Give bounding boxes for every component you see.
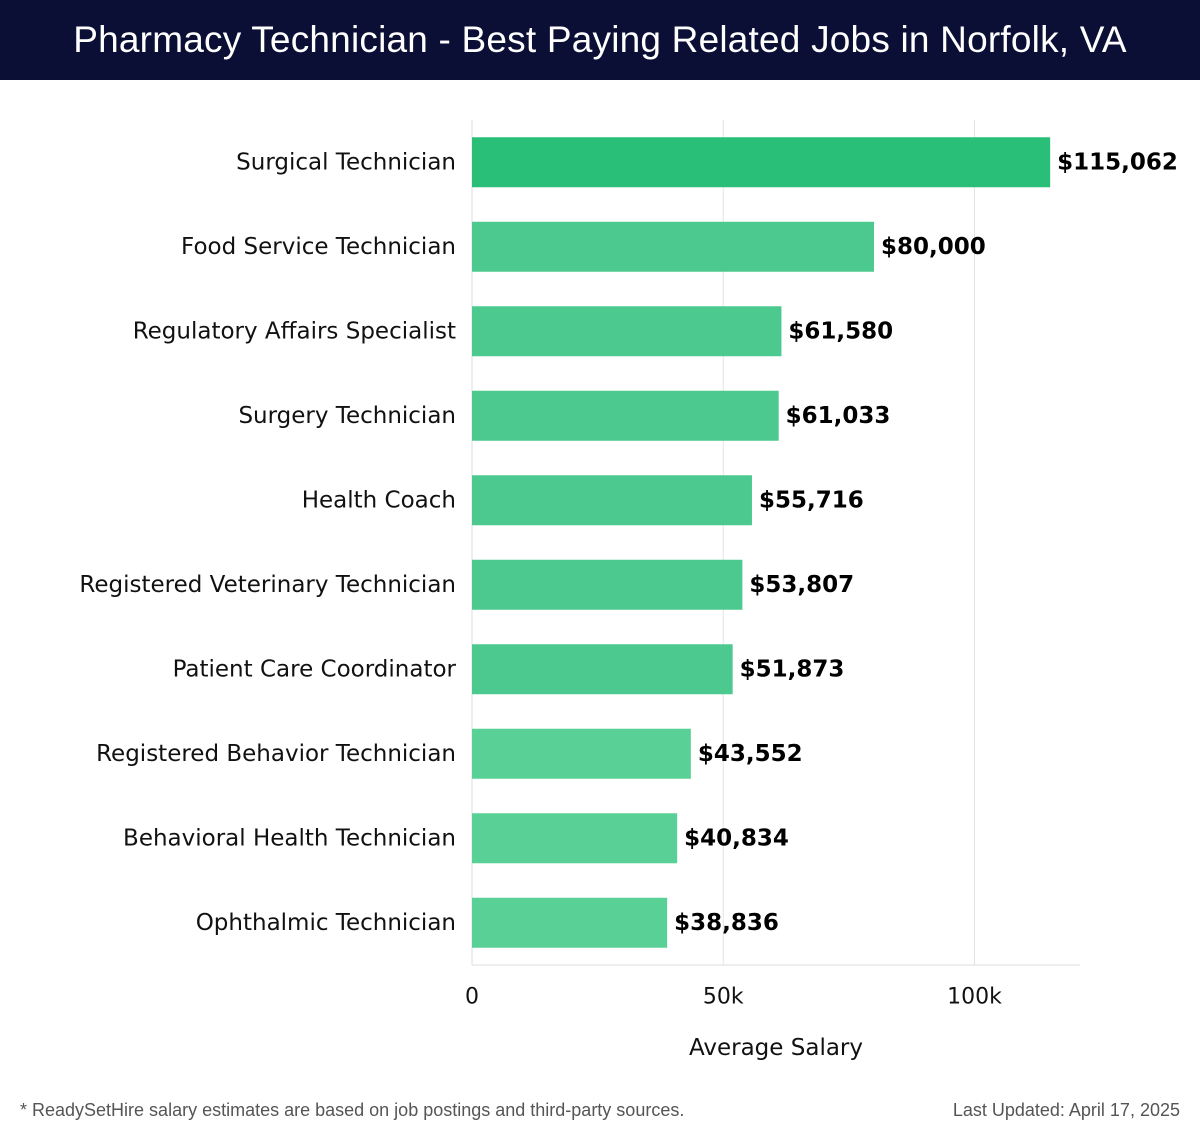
value-label: $40,834	[684, 825, 789, 851]
bar-chart: Surgical Technician $115,062 Food Service …	[79, 120, 1178, 1061]
chart-title: Pharmacy Technician - Best Paying Relate…	[73, 19, 1127, 60]
bar	[472, 390, 779, 441]
category-label: Registered Veterinary Technician	[79, 572, 456, 598]
bar	[472, 306, 782, 357]
category-label: Registered Behavior Technician	[96, 741, 456, 767]
chart-header: Pharmacy Technician - Best Paying Relate…	[0, 0, 1200, 80]
x-axis-title: Average Salary	[689, 1035, 863, 1061]
category-label: Food Service Technician	[181, 234, 456, 260]
category-label: Surgery Technician	[238, 403, 456, 429]
last-updated: Last Updated: April 17, 2025	[952, 1100, 1180, 1120]
bar	[472, 728, 691, 779]
bar	[472, 137, 1051, 188]
value-label: $80,000	[881, 234, 986, 260]
bar	[472, 475, 752, 526]
category-label: Ophthalmic Technician	[196, 910, 456, 936]
value-label: $55,716	[759, 487, 864, 513]
bar	[472, 559, 743, 610]
x-tick-label: 100k	[947, 985, 1002, 1010]
category-label: Health Coach	[302, 487, 456, 513]
category-label: Behavioral Health Technician	[123, 825, 456, 851]
category-label: Patient Care Coordinator	[173, 656, 457, 682]
category-label: Surgical Technician	[236, 149, 456, 175]
value-label: $43,552	[698, 741, 803, 767]
value-label: $51,873	[740, 656, 845, 682]
value-label: $38,836	[674, 910, 779, 936]
value-label: $61,033	[786, 403, 891, 429]
bar	[472, 897, 668, 948]
x-tick-label: 50k	[703, 985, 744, 1010]
bar	[472, 221, 874, 272]
footer-note: * ReadySetHire salary estimates are base…	[20, 1100, 685, 1120]
bar	[472, 644, 733, 695]
value-label: $61,580	[788, 318, 893, 344]
value-label: $53,807	[749, 572, 854, 598]
bar	[472, 813, 678, 864]
x-tick-label: 0	[465, 985, 479, 1010]
value-label: $115,062	[1057, 149, 1178, 175]
category-label: Regulatory Affairs Specialist	[133, 318, 456, 344]
